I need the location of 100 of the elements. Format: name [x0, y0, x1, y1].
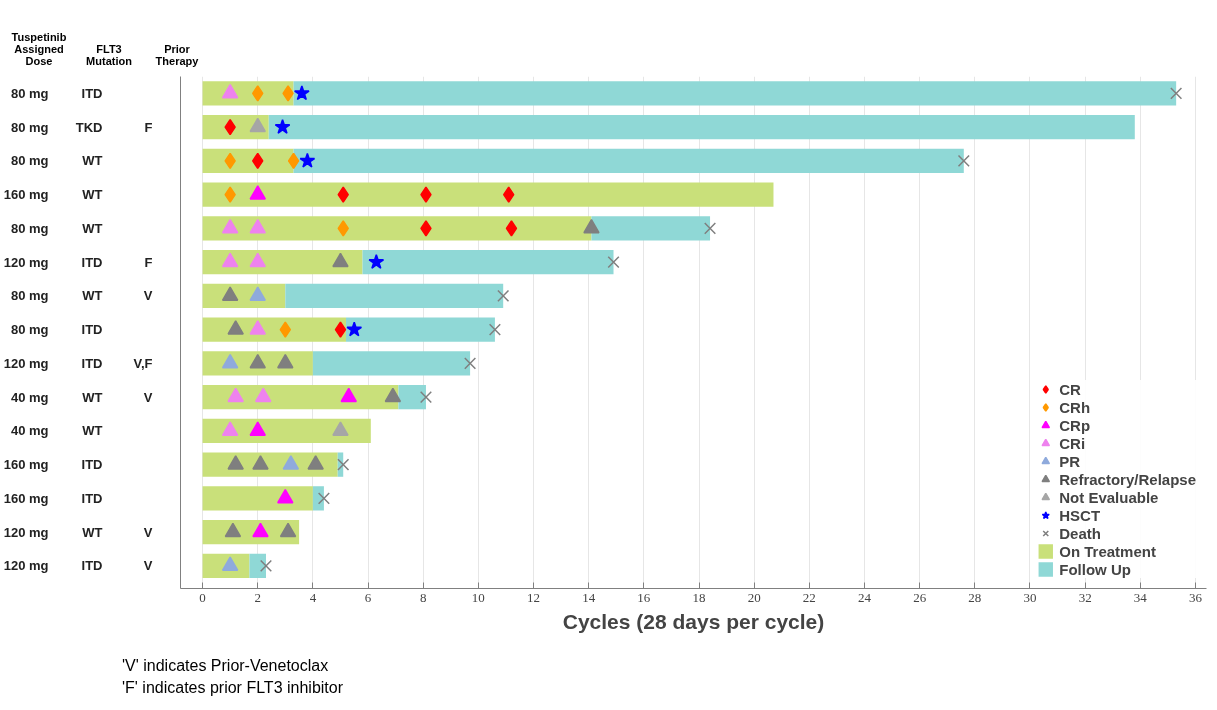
x-tick-label: 10: [471, 589, 485, 605]
point: [249, 252, 266, 268]
point: [287, 152, 300, 170]
text: ITD: [81, 457, 103, 473]
bar: [285, 283, 504, 309]
legend-label: CR: [1059, 380, 1081, 398]
legend-label: CRp: [1059, 416, 1091, 434]
point: [497, 289, 510, 302]
point: [277, 488, 294, 504]
point: [464, 357, 477, 370]
text: ITD: [81, 490, 103, 506]
y-tick-label: 80 mg: [10, 153, 49, 169]
x-tick-label: 4: [309, 589, 317, 605]
text: WT: [82, 153, 103, 169]
legend-label: Death: [1059, 524, 1101, 542]
x-tick-label: 30: [1023, 589, 1037, 605]
point: [249, 353, 266, 369]
y-tick-label: 80 mg: [10, 288, 49, 304]
x-tick-label: 6: [364, 589, 372, 605]
bar: [202, 216, 592, 241]
point: [279, 321, 292, 338]
point: [282, 455, 300, 470]
x-axis-title: Cycles (28 days per cycle): [562, 609, 825, 633]
x-tick-label: 2: [254, 589, 261, 605]
text: WT: [82, 220, 103, 236]
point: [227, 387, 244, 403]
text: FLT3 Mutation: [86, 43, 132, 67]
point: [221, 286, 239, 301]
text: V: [143, 389, 153, 405]
x-tick-label: 24: [858, 589, 872, 605]
point: [337, 186, 349, 203]
point: [332, 252, 349, 268]
point: [221, 353, 239, 369]
x-tick-label: 28: [968, 589, 982, 605]
point: [384, 387, 402, 403]
point: [420, 220, 432, 237]
point: [957, 154, 970, 167]
point: [274, 118, 291, 134]
y-tick-label: 80 mg: [10, 85, 49, 101]
point: [277, 353, 294, 369]
point: [252, 455, 269, 470]
x-tick-label: 14: [582, 589, 596, 605]
point: [282, 85, 294, 102]
point: [334, 321, 347, 338]
point: [252, 522, 269, 538]
bar: [202, 486, 313, 511]
bar: [312, 351, 471, 376]
y-tick-label: 80 mg: [10, 322, 49, 338]
bar: [312, 486, 324, 511]
y-tick-label: 120 mg: [3, 524, 49, 540]
point: [249, 218, 266, 234]
point: [254, 387, 272, 403]
point: [249, 185, 266, 200]
y-tick-label: 40 mg: [10, 423, 49, 439]
point: [299, 152, 316, 168]
point: [251, 152, 264, 170]
x-tick-label: 32: [1078, 589, 1092, 605]
text: ITD: [81, 85, 103, 101]
text: V,F: [133, 355, 153, 371]
legend-label: Not Evaluable: [1059, 488, 1159, 506]
bar: [293, 81, 1177, 106]
point: [249, 286, 266, 301]
point: [583, 218, 600, 234]
point: [293, 85, 310, 101]
point: [224, 522, 242, 538]
text: V: [143, 288, 153, 304]
x-tick-label: 34: [1133, 589, 1148, 605]
y-tick-label: 40 mg: [10, 389, 49, 405]
point: [420, 186, 432, 203]
bar: [398, 384, 426, 410]
text: 'F' indicates prior FLT3 inhibitor: [122, 679, 344, 696]
bar: [268, 114, 1135, 140]
point: [340, 387, 357, 403]
text: WT: [82, 389, 103, 405]
point: [337, 220, 349, 237]
text: F: [144, 254, 153, 270]
x-tick-label: 26: [913, 589, 927, 605]
point: [488, 323, 501, 336]
x-tick-label: 20: [747, 589, 761, 605]
point: [607, 256, 620, 269]
y-tick-label: 80 mg: [10, 220, 49, 236]
point: [505, 220, 518, 237]
point: [227, 455, 244, 470]
text: Prior Therapy: [155, 43, 199, 67]
text: ITD: [81, 355, 103, 371]
text: 'V' indicates Prior-Venetoclax: [122, 657, 329, 674]
point: [224, 186, 236, 203]
point: [227, 320, 244, 335]
point: [307, 455, 324, 470]
y-tick-label: 160 mg: [3, 457, 49, 473]
point: [249, 421, 266, 436]
text: V: [143, 524, 153, 540]
x-tick-label: 18: [692, 589, 706, 605]
text: ITD: [81, 322, 103, 338]
point: [346, 321, 363, 337]
text: F: [144, 119, 153, 135]
x-tick-label: 0: [199, 589, 206, 605]
point: [221, 252, 239, 268]
bar: [249, 553, 266, 579]
point: [1170, 87, 1183, 100]
